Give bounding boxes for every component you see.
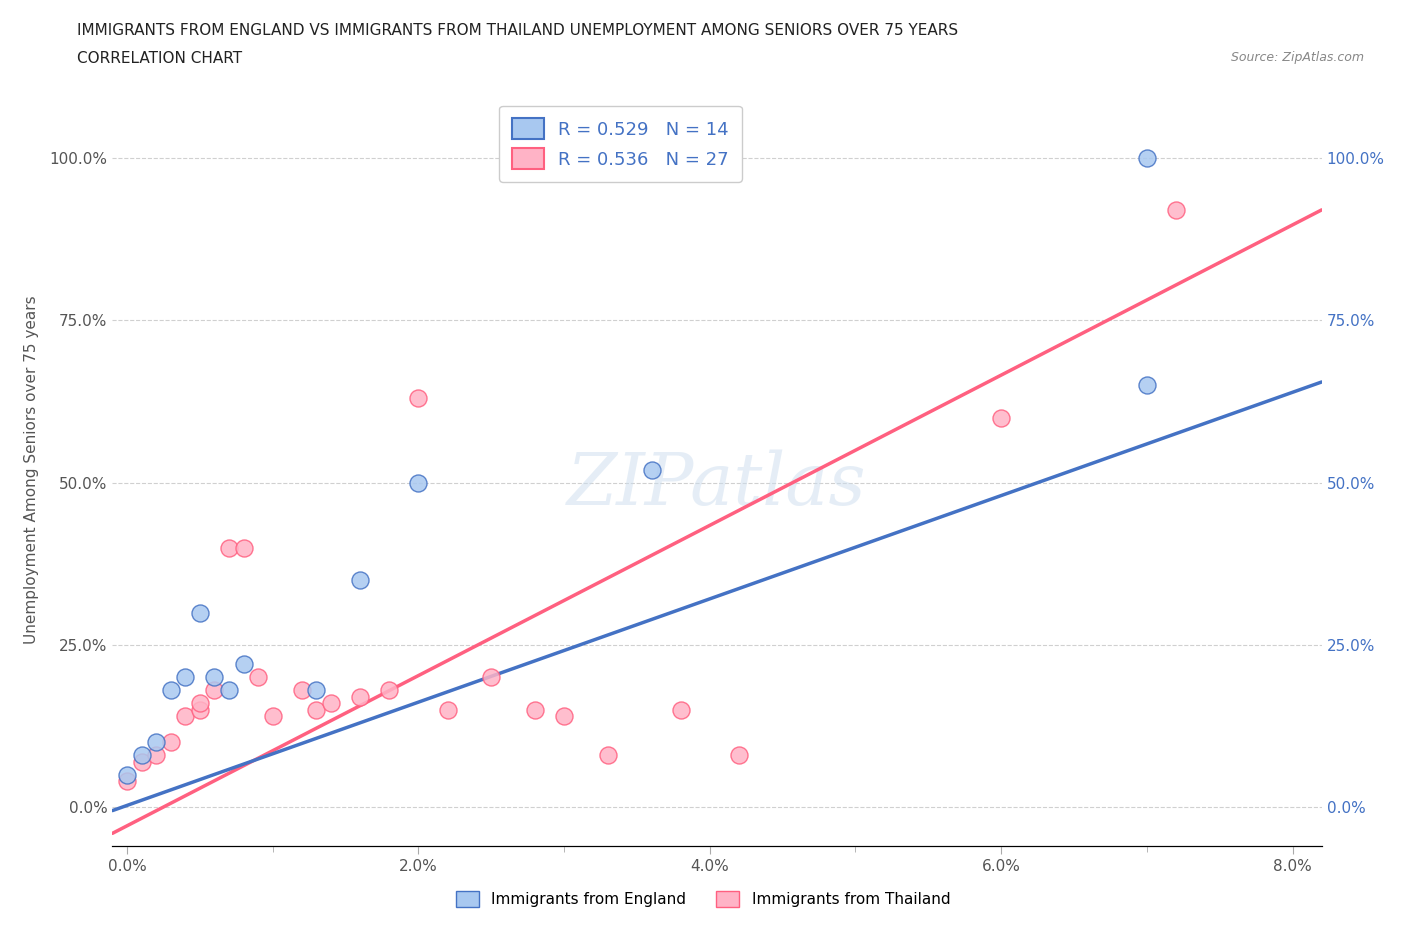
Point: [159, 735, 181, 750]
Text: IMMIGRANTS FROM ENGLAND VS IMMIGRANTS FROM THAILAND UNEMPLOYMENT AMONG SENIORS O: IMMIGRANTS FROM ENGLAND VS IMMIGRANTS FR…: [77, 23, 959, 38]
Point: [204, 670, 226, 684]
Point: [523, 702, 546, 717]
Point: [159, 683, 181, 698]
Point: [640, 462, 662, 477]
Point: [990, 410, 1012, 425]
Point: [728, 748, 751, 763]
Point: [669, 702, 692, 717]
Point: [291, 683, 314, 698]
Point: [305, 702, 328, 717]
Point: [115, 774, 138, 789]
Point: [479, 670, 502, 684]
Legend: R = 0.529   N = 14, R = 0.536   N = 27: R = 0.529 N = 14, R = 0.536 N = 27: [499, 106, 742, 181]
Point: [378, 683, 401, 698]
Point: [131, 748, 153, 763]
Text: CORRELATION CHART: CORRELATION CHART: [77, 51, 242, 66]
Point: [247, 670, 270, 684]
Point: [596, 748, 619, 763]
Point: [1164, 203, 1187, 218]
Point: [1136, 378, 1159, 392]
Point: [218, 540, 240, 555]
Point: [305, 683, 328, 698]
Point: [188, 702, 211, 717]
Point: [262, 709, 284, 724]
Text: ZIPatlas: ZIPatlas: [567, 449, 868, 520]
Point: [553, 709, 575, 724]
Point: [436, 702, 458, 717]
Point: [204, 683, 226, 698]
Point: [408, 391, 430, 405]
Legend: Immigrants from England, Immigrants from Thailand: Immigrants from England, Immigrants from…: [450, 884, 956, 913]
Point: [131, 754, 153, 769]
Point: [115, 767, 138, 782]
Point: [145, 735, 167, 750]
Point: [1136, 151, 1159, 166]
Point: [188, 605, 211, 620]
Point: [408, 475, 430, 490]
Point: [349, 689, 371, 704]
Point: [218, 683, 240, 698]
Point: [145, 748, 167, 763]
Point: [188, 696, 211, 711]
Text: Source: ZipAtlas.com: Source: ZipAtlas.com: [1230, 51, 1364, 64]
Point: [319, 696, 342, 711]
Point: [232, 540, 254, 555]
Point: [174, 670, 197, 684]
Y-axis label: Unemployment Among Seniors over 75 years: Unemployment Among Seniors over 75 years: [24, 296, 38, 644]
Point: [232, 657, 254, 671]
Point: [174, 709, 197, 724]
Point: [349, 573, 371, 588]
